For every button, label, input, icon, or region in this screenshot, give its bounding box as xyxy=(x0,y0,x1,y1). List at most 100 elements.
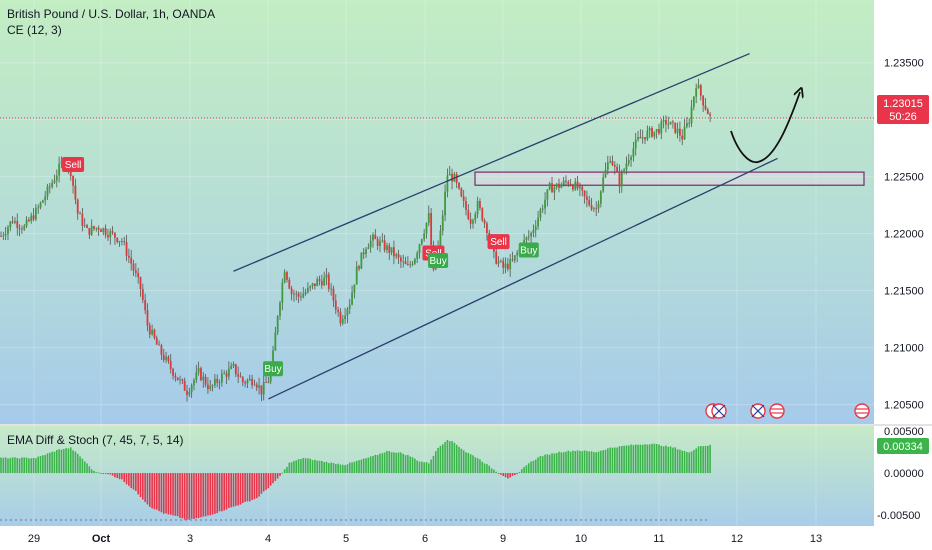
histogram-bar xyxy=(0,457,2,474)
candle-body xyxy=(665,120,667,125)
sell-signal[interactable]: Sell xyxy=(62,157,85,173)
histogram-bar xyxy=(507,473,509,479)
ema-value-tag[interactable] xyxy=(877,438,929,454)
histogram-bar xyxy=(102,473,105,474)
projection-arrow[interactable] xyxy=(730,92,800,164)
candle-body xyxy=(532,230,535,233)
sub-indicator-legend[interactable]: EMA Diff & Stoch (7, 45, 7, 5, 14) xyxy=(7,433,184,447)
histogram-bar xyxy=(611,447,614,474)
candle-body xyxy=(232,364,235,367)
channel-upper-line[interactable] xyxy=(233,52,750,272)
sell-signal[interactable]: Sell xyxy=(487,234,510,250)
candle-body xyxy=(509,259,512,270)
histogram-bar xyxy=(323,462,325,474)
candle-body xyxy=(97,227,100,230)
histogram-bar xyxy=(209,473,212,516)
candle-body xyxy=(176,377,179,381)
histogram-bar xyxy=(648,444,651,474)
histogram-bar xyxy=(523,466,525,474)
bar-countdown: 50:26 xyxy=(889,111,917,123)
histogram-bar xyxy=(393,452,395,474)
histogram-bar xyxy=(476,458,479,474)
candle-body xyxy=(441,215,444,231)
histogram-bar xyxy=(518,471,521,474)
histogram-bar xyxy=(360,459,363,474)
candle-body xyxy=(325,274,328,278)
candle-body xyxy=(616,166,619,172)
histogram-bar xyxy=(539,456,542,474)
candle-body xyxy=(127,255,130,258)
candle-body xyxy=(634,139,637,149)
candle-body xyxy=(9,221,12,228)
price-tick-label: 1.22000 xyxy=(884,229,924,241)
candle-body xyxy=(458,182,460,189)
price-tick-label: 1.22500 xyxy=(884,172,924,184)
candle-body xyxy=(111,231,114,233)
histogram-bar xyxy=(142,473,144,500)
candle-body xyxy=(669,121,672,125)
candle-body xyxy=(248,378,251,381)
support-zone[interactable] xyxy=(474,171,865,186)
candle-body xyxy=(28,219,30,222)
histogram-bar xyxy=(465,452,467,474)
histogram-bar xyxy=(58,449,60,474)
symbol-title[interactable]: British Pound / U.S. Dollar, 1h, OANDA xyxy=(7,7,215,21)
histogram-bar xyxy=(290,462,293,474)
histogram-bar xyxy=(195,473,198,519)
histogram-bar xyxy=(397,452,400,474)
histogram-bar xyxy=(534,459,537,474)
candle-body xyxy=(309,286,312,288)
candle-body xyxy=(214,378,216,386)
histogram-bar xyxy=(137,473,139,495)
candle-body xyxy=(288,279,291,289)
candle-body xyxy=(516,252,519,256)
histogram-bar xyxy=(14,457,16,474)
candle-body xyxy=(630,157,632,160)
histogram-bar xyxy=(639,444,642,474)
histogram-bar xyxy=(337,463,339,474)
channel-lower-line[interactable] xyxy=(268,157,778,400)
last-price-tag[interactable] xyxy=(877,95,929,124)
candle-body xyxy=(79,213,81,215)
histogram-bar xyxy=(597,451,600,474)
candle-body xyxy=(397,254,400,258)
candle-body xyxy=(251,378,253,386)
candle-body xyxy=(14,220,16,223)
candle-body xyxy=(497,261,500,264)
candle-body xyxy=(274,332,277,351)
histogram-bar xyxy=(67,448,70,474)
uk-flag-cross-icon xyxy=(712,404,726,418)
histogram-bar xyxy=(474,457,477,474)
candle-body xyxy=(134,270,137,273)
histogram-bar xyxy=(504,473,507,478)
buy-signal[interactable]: Buy xyxy=(428,252,449,268)
indicator-legend[interactable]: CE (12, 3) xyxy=(7,23,62,37)
candle-body xyxy=(227,368,230,377)
candle-body xyxy=(653,131,656,137)
histogram-bar xyxy=(276,473,279,479)
histogram-bar xyxy=(304,458,307,474)
candle-body xyxy=(286,272,288,280)
candle-body xyxy=(481,208,484,221)
histogram-bar xyxy=(388,451,391,474)
histogram-bar xyxy=(451,441,453,474)
us-flag-icon[interactable] xyxy=(854,403,870,419)
buy-signal[interactable]: Buy xyxy=(518,242,539,258)
candle-body xyxy=(374,234,377,240)
histogram-bar xyxy=(155,473,158,510)
histogram-bar xyxy=(623,445,625,474)
price-tick-label: 1.23500 xyxy=(884,58,924,70)
histogram-bar xyxy=(121,473,123,480)
histogram-bar xyxy=(228,473,230,509)
buy-signal[interactable]: Buy xyxy=(263,361,284,377)
candle-body xyxy=(667,124,670,126)
histogram-bar xyxy=(514,473,516,476)
histogram-bar xyxy=(525,465,528,474)
candle-body xyxy=(486,223,488,234)
candle-body xyxy=(569,183,572,186)
histogram-bar xyxy=(93,470,95,474)
candle-body xyxy=(41,200,44,203)
us-flag-icon[interactable] xyxy=(769,403,785,419)
candle-body xyxy=(576,181,579,189)
